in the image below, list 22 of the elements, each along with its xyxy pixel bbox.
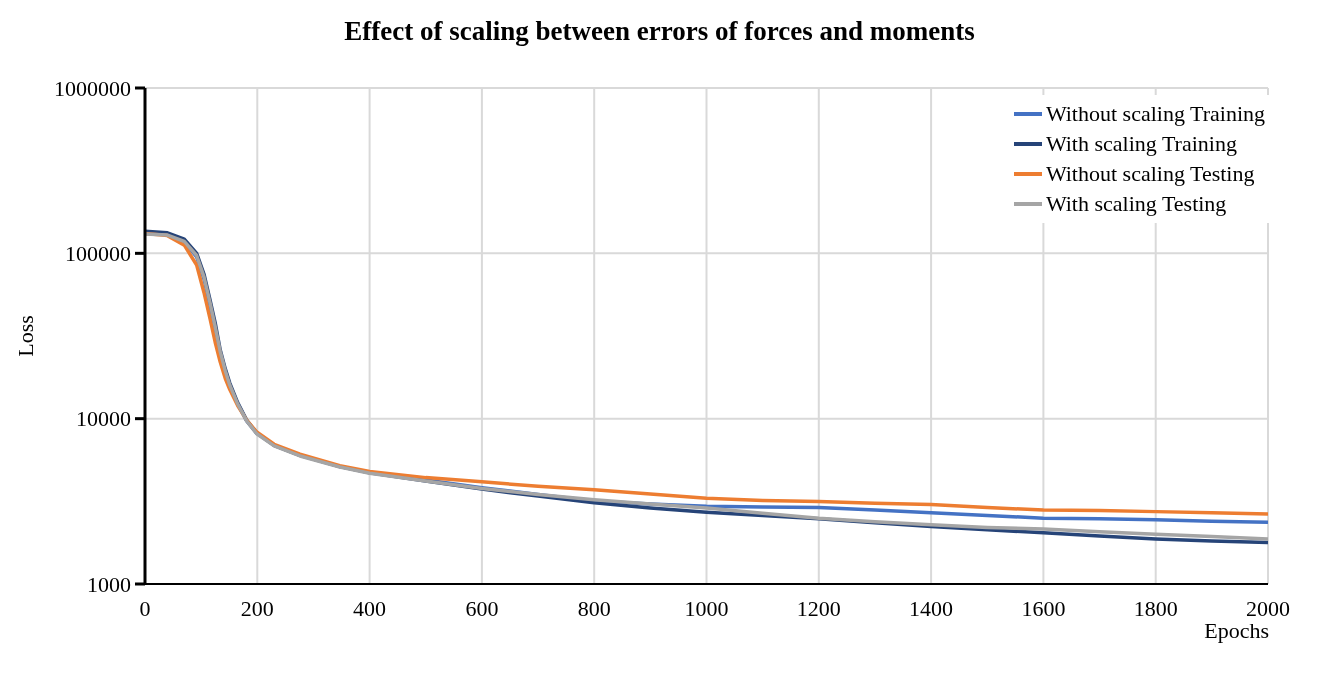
x-tick-label: 1000 bbox=[684, 595, 729, 621]
legend-label: Without scaling Training bbox=[1045, 100, 1265, 128]
x-tick-label: 2000 bbox=[1246, 595, 1290, 621]
y-tick-label: 100000 bbox=[65, 241, 131, 267]
y-tick-label: 10000 bbox=[76, 406, 131, 432]
x-tick-label: 1800 bbox=[1133, 595, 1178, 621]
x-tick-label: 200 bbox=[240, 595, 274, 621]
x-tick-label: 800 bbox=[577, 595, 611, 621]
x-tick-label: 600 bbox=[465, 595, 499, 621]
x-tick-label: 1200 bbox=[796, 595, 841, 621]
y-tick-label: 1000 bbox=[87, 571, 131, 597]
x-axis-title: Epochs bbox=[1204, 618, 1269, 644]
legend-label: Without scaling Testing bbox=[1045, 160, 1255, 188]
y-axis-title: Loss bbox=[13, 315, 39, 357]
legend-label: With scaling Training bbox=[1045, 130, 1237, 158]
legend-label: With scaling Testing bbox=[1045, 190, 1227, 218]
x-tick-label: 0 bbox=[139, 595, 151, 621]
x-tick-label: 1400 bbox=[909, 595, 954, 621]
chart-title: Effect of scaling between errors of forces and moments bbox=[343, 16, 976, 47]
x-tick-label: 400 bbox=[353, 595, 387, 621]
x-tick-label: 1600 bbox=[1021, 595, 1066, 621]
y-tick-label: 1000000 bbox=[54, 75, 131, 101]
